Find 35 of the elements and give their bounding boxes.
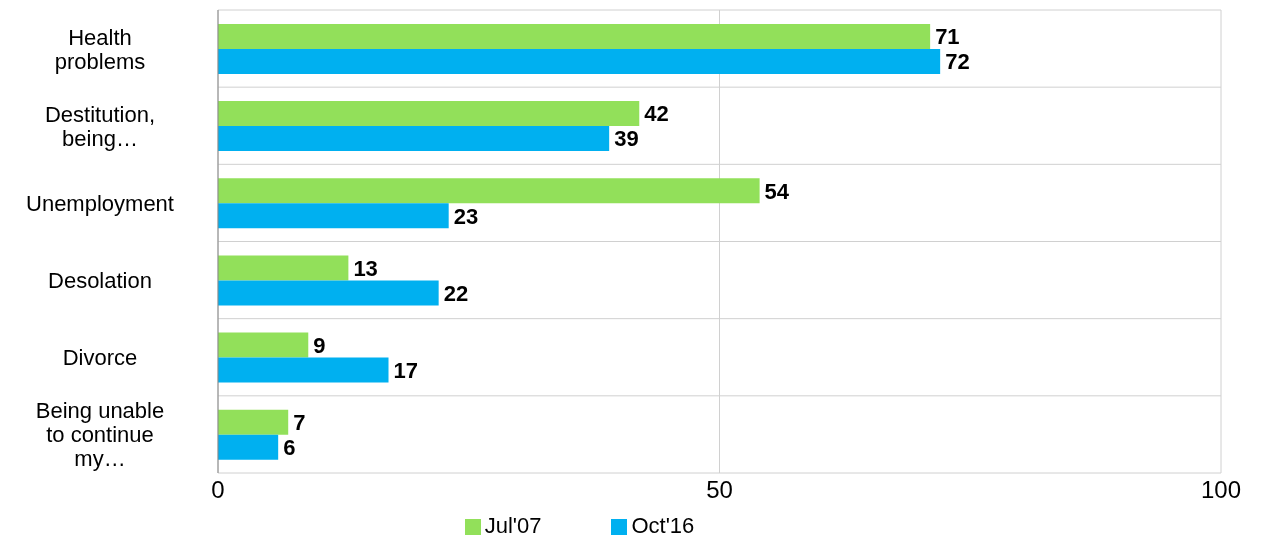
data-label: 39 [614, 126, 639, 152]
data-label: 17 [393, 357, 418, 383]
bar [218, 434, 279, 460]
bar [218, 101, 640, 127]
data-label: 71 [935, 24, 960, 50]
bar [218, 48, 941, 74]
data-label: 23 [453, 203, 479, 229]
data-label: 42 [644, 101, 669, 127]
bar [218, 280, 439, 306]
data-label: 54 [764, 178, 790, 204]
data-label: 6 [283, 435, 296, 461]
bar [218, 203, 449, 229]
bar [218, 409, 289, 435]
y-tick-label: Health problems [54, 24, 146, 74]
bar [218, 255, 349, 281]
legend-label: Oct'16 [631, 513, 695, 538]
y-tick-label: Desolation [48, 268, 152, 294]
data-label: 7 [293, 410, 306, 436]
data-label: 22 [443, 280, 469, 306]
bar [218, 332, 309, 358]
bar [218, 23, 931, 49]
legend-label: Jul'07 [484, 513, 542, 538]
data-label: 72 [945, 49, 970, 75]
y-tick-label: Destitution, being… [44, 101, 156, 151]
bar [218, 357, 389, 383]
data-label: 13 [353, 255, 378, 281]
y-tick-label: Being unable to continue my… [35, 398, 165, 472]
x-tick-label: 100 [1200, 476, 1242, 504]
data-label: 9 [313, 332, 326, 358]
bar [218, 178, 760, 204]
bar [218, 126, 610, 152]
y-tick-label: Divorce [62, 345, 138, 371]
y-tick-label: Unemployment [26, 190, 174, 216]
x-tick-label: 0 [211, 476, 225, 504]
x-tick-label: 50 [706, 476, 733, 504]
